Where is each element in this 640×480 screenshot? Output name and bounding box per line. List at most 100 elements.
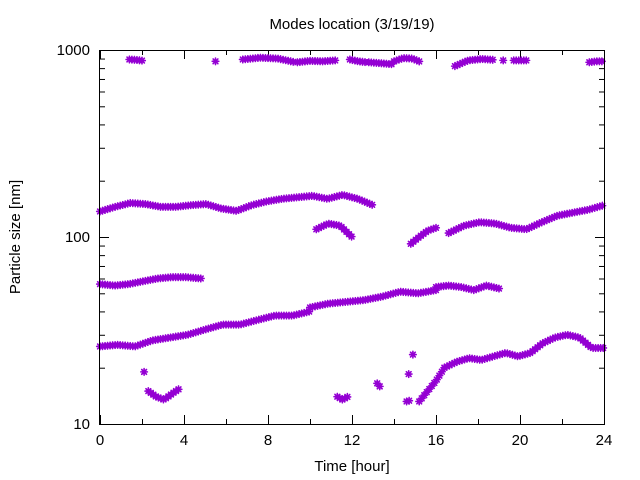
data-point <box>435 371 444 380</box>
data-point <box>159 395 168 404</box>
data-point <box>242 203 251 212</box>
data-point <box>239 204 248 213</box>
data-point <box>431 223 441 232</box>
data-point <box>174 385 183 394</box>
x-tick-label: 4 <box>180 432 188 449</box>
data-point <box>458 58 467 67</box>
data-point <box>338 395 347 404</box>
data-point <box>586 342 595 352</box>
data-point <box>599 343 608 353</box>
data-point <box>469 286 478 295</box>
data-point <box>137 56 147 65</box>
data-point <box>538 339 547 348</box>
data-point <box>527 222 536 231</box>
data-point <box>449 226 458 235</box>
data-point <box>543 336 552 346</box>
data-point <box>138 339 147 348</box>
data-point <box>542 215 551 225</box>
data-point <box>474 284 483 293</box>
data-point <box>312 225 321 234</box>
y-tick-label: 1000 <box>57 42 90 59</box>
data-point <box>343 392 352 402</box>
data-point <box>426 225 436 234</box>
data-point <box>535 219 544 228</box>
data-point <box>394 55 404 64</box>
data-point <box>368 200 377 209</box>
data-point <box>424 226 433 235</box>
x-tick-label: 12 <box>344 432 361 449</box>
data-point <box>196 274 205 283</box>
data-point <box>545 214 554 224</box>
data-point <box>472 285 481 294</box>
data-point <box>136 340 145 349</box>
data-point <box>154 393 163 402</box>
data-point <box>532 220 541 229</box>
data-point <box>437 367 446 376</box>
data-point <box>143 337 152 347</box>
data-point <box>445 361 454 370</box>
data-point <box>444 228 453 238</box>
data-point <box>452 225 461 234</box>
data-point <box>365 199 374 208</box>
data-point <box>363 198 372 207</box>
data-point <box>389 57 399 66</box>
data-point <box>525 223 534 233</box>
data-point <box>547 213 557 223</box>
data-point <box>156 394 165 403</box>
data-point <box>405 396 414 405</box>
data-point <box>331 56 340 65</box>
data-point <box>305 307 314 316</box>
data-point <box>347 232 356 241</box>
y-tick-label: 10 <box>73 416 90 433</box>
data-point <box>453 60 462 70</box>
data-point <box>234 205 243 215</box>
data-point <box>415 57 424 66</box>
data-point <box>237 205 246 214</box>
data-point <box>357 196 367 205</box>
data-point <box>450 62 459 71</box>
x-tick-label: 20 <box>512 432 529 449</box>
data-point <box>573 333 583 342</box>
tick-labels: 0 4 8 12 16 20 24 10 100 1000 <box>57 42 613 449</box>
data-point <box>412 56 421 65</box>
plot-frame <box>99 50 605 425</box>
data-point <box>314 223 323 233</box>
data-point <box>352 194 362 203</box>
data-point <box>440 363 449 372</box>
data-point <box>598 201 607 210</box>
data-point <box>289 57 298 66</box>
x-tick-label: 8 <box>264 432 272 449</box>
data-point <box>450 358 459 367</box>
data-point <box>211 57 220 66</box>
data-point <box>541 338 550 347</box>
data-point <box>360 197 369 206</box>
data-point <box>319 221 328 230</box>
data-points <box>95 53 608 406</box>
data-point <box>530 221 539 230</box>
data-point <box>548 334 557 343</box>
y-tick-label: 100 <box>65 229 90 246</box>
data-point <box>550 212 559 222</box>
x-tick-label: 0 <box>96 432 104 449</box>
data-point <box>447 359 457 369</box>
data-point <box>410 55 419 64</box>
data-point <box>392 56 401 65</box>
data-point <box>457 222 466 232</box>
y-axis-label: Particle size [nm] <box>7 180 24 294</box>
data-point <box>432 375 441 384</box>
data-point <box>442 362 452 371</box>
data-point <box>244 202 253 211</box>
data-point <box>546 335 555 344</box>
x-tick-label: 16 <box>428 432 445 449</box>
data-point <box>131 342 140 351</box>
data-point <box>537 218 546 227</box>
data-point <box>133 341 142 350</box>
data-point <box>494 284 504 293</box>
data-point <box>499 56 508 65</box>
data-point <box>355 195 364 204</box>
x-axis-label: Time [hour] <box>314 458 389 475</box>
data-point <box>151 392 160 401</box>
x-tick-label: 24 <box>596 432 613 449</box>
data-point <box>408 350 417 359</box>
